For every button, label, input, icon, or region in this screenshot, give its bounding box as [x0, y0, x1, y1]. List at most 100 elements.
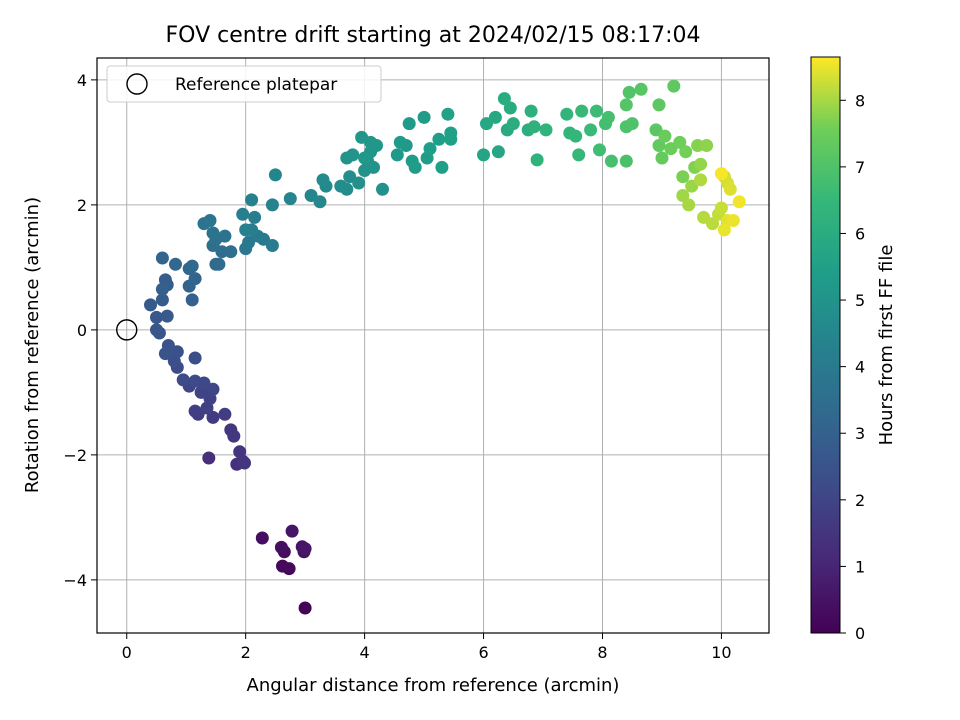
- data-point: [569, 129, 583, 143]
- data-point: [242, 235, 256, 249]
- data-point: [524, 104, 538, 118]
- x-tick-label: 6: [478, 643, 488, 662]
- data-point: [224, 245, 238, 259]
- colorbar-tick-label: 8: [855, 91, 865, 110]
- data-point: [667, 79, 681, 93]
- data-point: [706, 217, 719, 231]
- data-point: [488, 110, 502, 124]
- data-point: [340, 182, 354, 196]
- data-point: [150, 323, 163, 337]
- legend-label-reference: Reference platepar: [175, 75, 337, 95]
- y-tick-label: −4: [63, 571, 87, 590]
- data-point: [732, 195, 746, 209]
- data-point: [185, 293, 199, 307]
- x-tick-label: 2: [241, 643, 251, 662]
- x-tick-label: 8: [597, 643, 607, 662]
- data-point: [539, 123, 553, 137]
- data-point: [245, 193, 259, 207]
- data-point: [206, 382, 220, 396]
- data-point: [682, 198, 696, 212]
- data-point: [652, 98, 666, 112]
- data-point: [506, 117, 520, 131]
- data-point: [584, 123, 598, 137]
- data-point: [601, 110, 615, 124]
- data-point: [477, 148, 490, 162]
- data-point: [169, 257, 182, 271]
- data-point: [238, 456, 251, 470]
- data-point: [298, 601, 312, 615]
- data-point: [408, 160, 422, 174]
- colorbar-tick-label: 4: [855, 358, 865, 377]
- data-point: [346, 148, 360, 162]
- data-point: [150, 310, 163, 324]
- data-point: [655, 151, 669, 165]
- reference-platepar-marker: [116, 319, 138, 341]
- data-point: [658, 129, 672, 143]
- data-point: [188, 272, 202, 286]
- data-point: [265, 198, 279, 212]
- data-point: [233, 445, 247, 459]
- x-tick-label: 10: [711, 643, 731, 662]
- data-point: [206, 226, 220, 240]
- data-point: [188, 374, 202, 388]
- y-tick-label: 2: [77, 196, 87, 215]
- data-point: [176, 373, 190, 387]
- colorbar-tick-label: 7: [855, 158, 865, 177]
- data-point: [590, 104, 603, 118]
- x-tick-label: 0: [122, 643, 132, 662]
- colorbar-tick-label: 5: [855, 291, 865, 310]
- data-point: [560, 107, 574, 121]
- data-point: [622, 85, 636, 99]
- data-point: [393, 135, 407, 149]
- data-point: [497, 92, 511, 106]
- colorbar: 0 1 2 3 4 5 6 7 8 Hours from first FF file: [810, 56, 897, 643]
- data-point: [503, 101, 517, 115]
- data-point: [155, 282, 169, 296]
- data-point: [676, 170, 690, 184]
- colorbar-tick-label: 0: [855, 624, 865, 643]
- data-point: [352, 176, 366, 190]
- data-point: [714, 167, 728, 181]
- y-tick-label: −2: [63, 446, 87, 465]
- chart-title: FOV centre drift starting at 2024/02/15 …: [166, 23, 701, 48]
- data-point: [282, 562, 296, 576]
- data-point: [265, 239, 279, 252]
- data-point: [298, 542, 312, 556]
- data-point: [370, 139, 383, 152]
- data-point: [188, 404, 202, 418]
- legend-box: [106, 65, 382, 103]
- colorbar-ticks: 0 1 2 3 4 5 6 7 8: [840, 91, 865, 643]
- data-point: [202, 451, 216, 465]
- data-point: [155, 293, 169, 307]
- data-point: [212, 257, 226, 271]
- data-point: [673, 135, 687, 149]
- data-point: [158, 347, 172, 361]
- data-point: [435, 160, 449, 174]
- data-point: [527, 120, 541, 134]
- data-point: [188, 351, 202, 365]
- colorbar-tick-label: 1: [855, 557, 865, 576]
- data-point: [726, 214, 740, 227]
- y-tick-label: 4: [77, 71, 87, 90]
- data-point: [218, 407, 232, 421]
- data-point: [224, 423, 238, 437]
- data-point: [390, 148, 404, 162]
- data-points: [116, 79, 746, 615]
- data-point: [218, 229, 232, 243]
- data-point: [575, 104, 589, 118]
- data-point: [316, 173, 330, 187]
- y-tick-label: 0: [77, 321, 87, 340]
- legend: Reference platepar: [106, 65, 382, 103]
- colorbar-tick-label: 3: [855, 424, 865, 443]
- data-point: [248, 210, 262, 224]
- colorbar-tick-label: 2: [855, 491, 865, 510]
- data-point: [679, 145, 693, 159]
- data-point: [239, 223, 253, 237]
- plot-frame: [96, 57, 770, 634]
- colorbar-label: Hours from first FF file: [876, 245, 897, 446]
- data-point: [155, 251, 169, 265]
- data-point: [717, 223, 731, 237]
- data-point: [274, 540, 288, 554]
- legend-marker-reference: [126, 73, 148, 95]
